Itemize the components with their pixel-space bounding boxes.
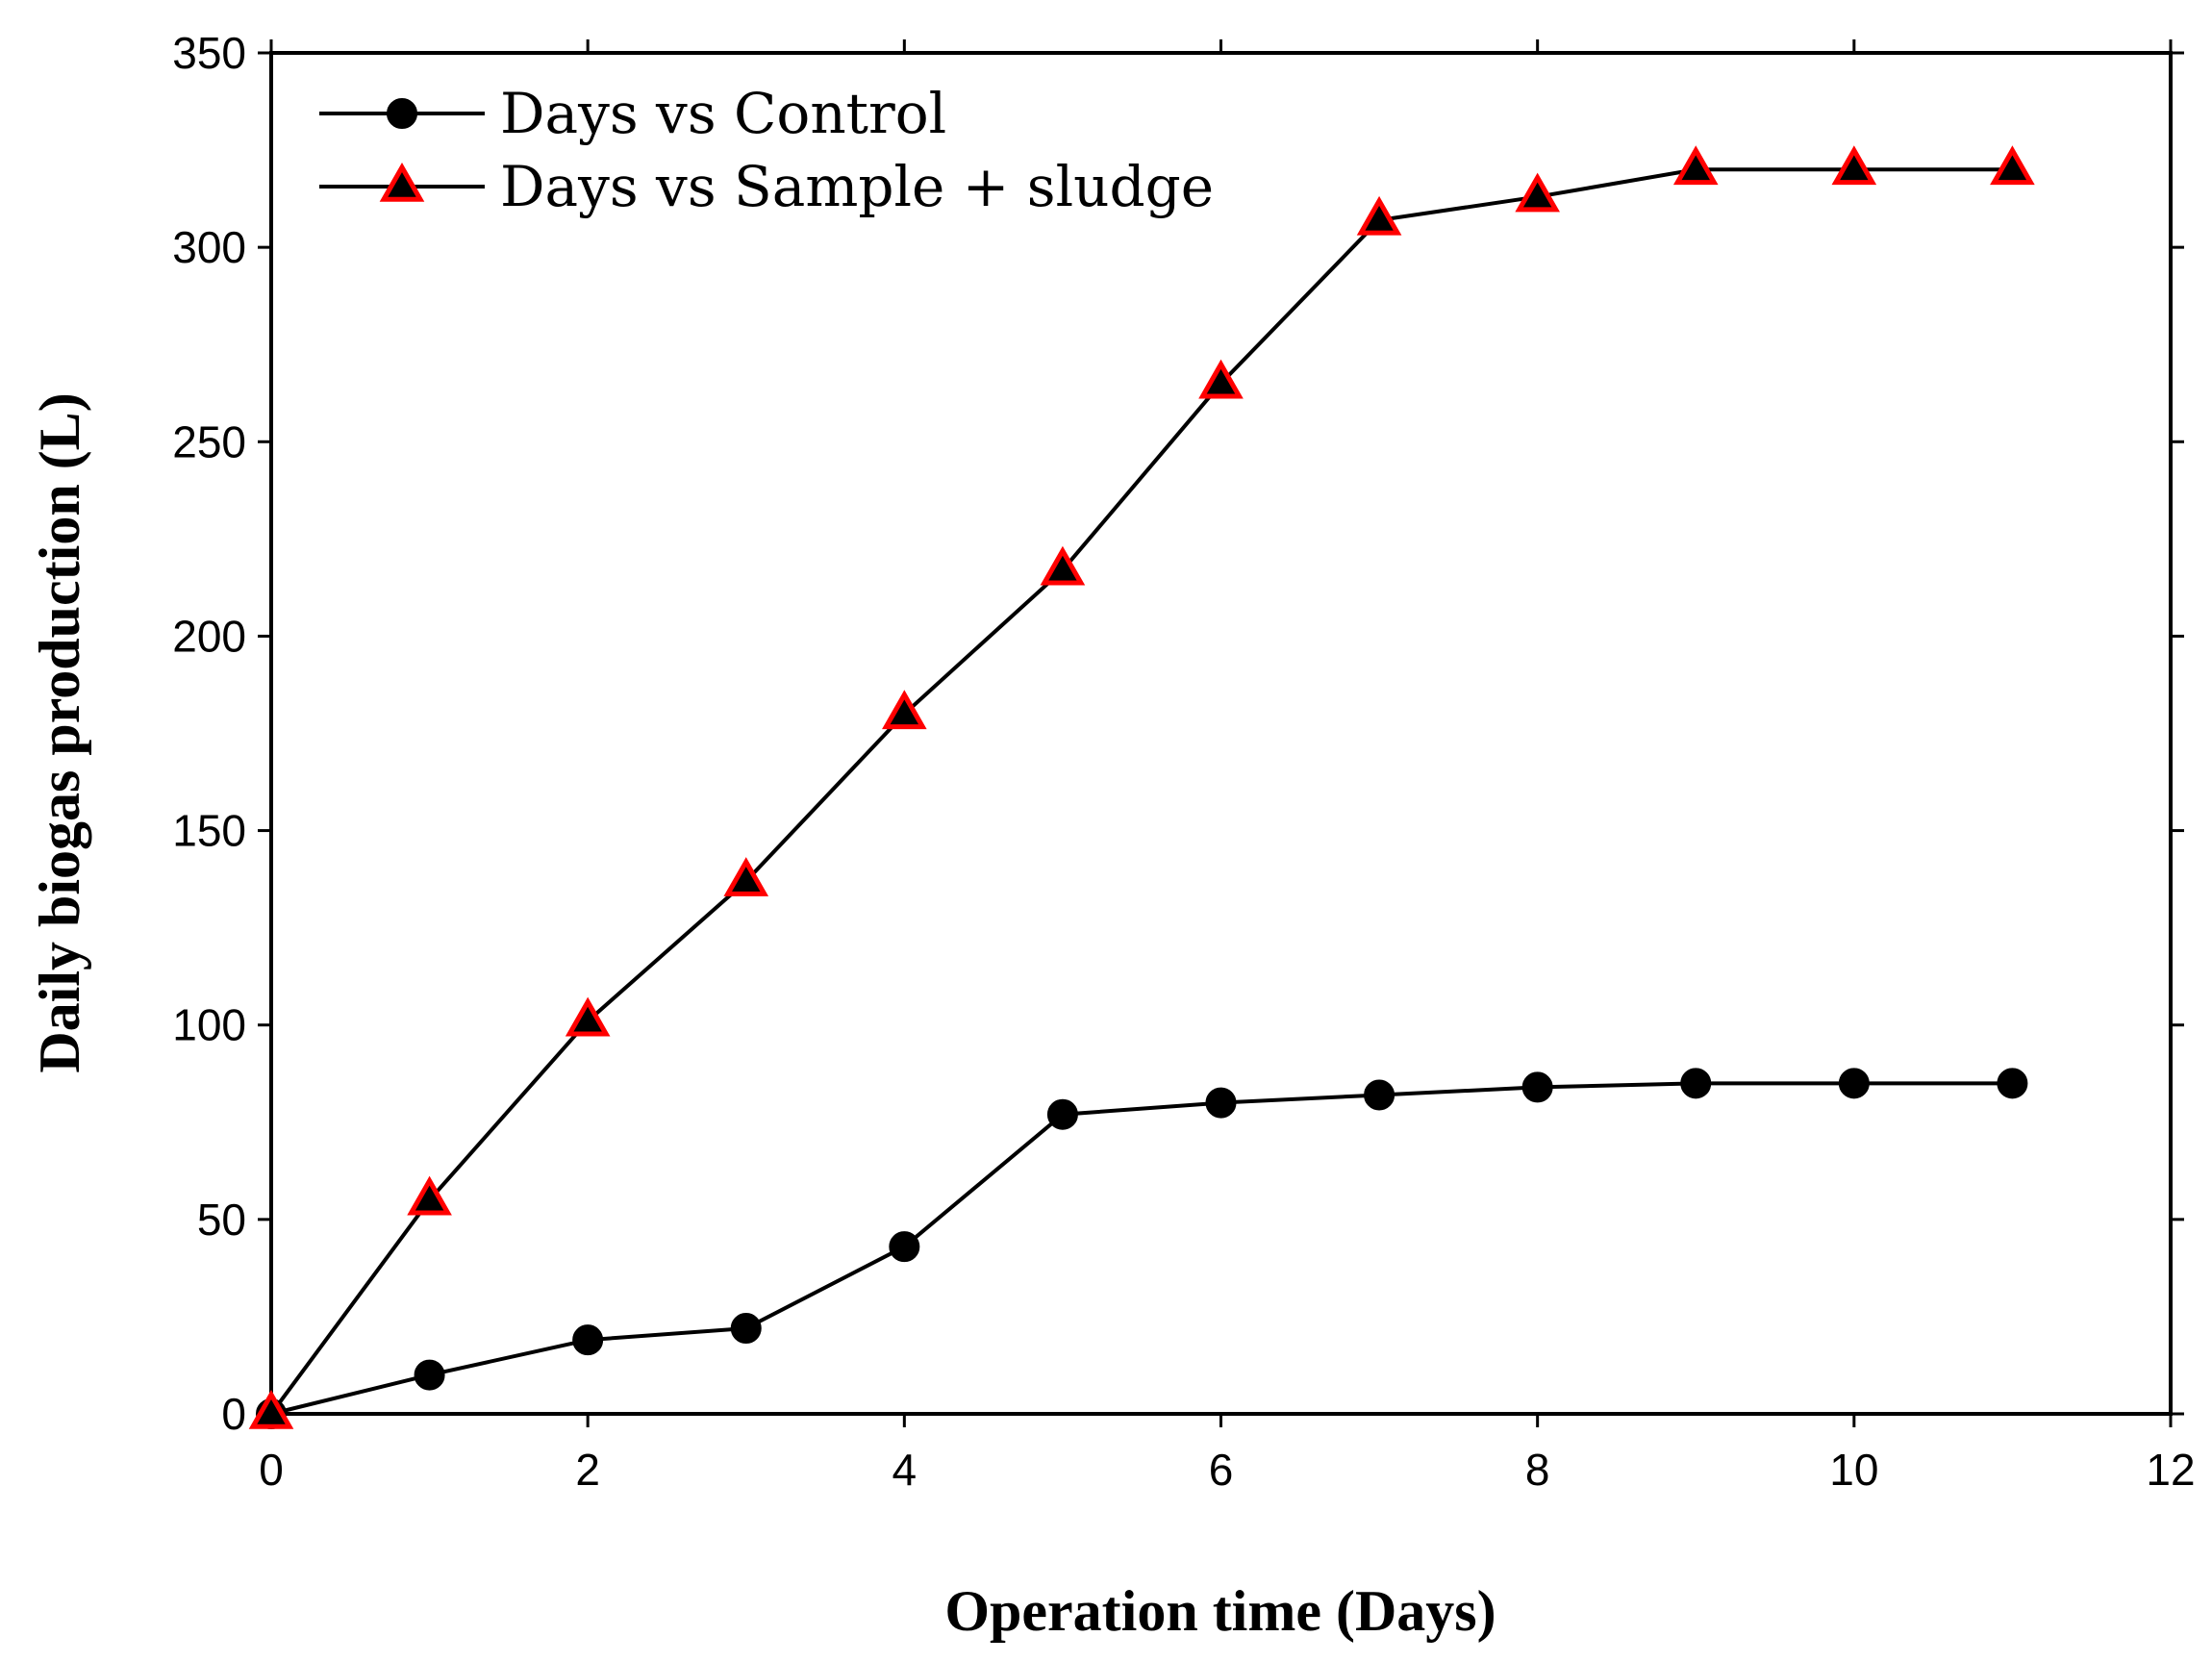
data-point bbox=[1672, 145, 1719, 186]
data-point bbox=[1997, 1068, 2028, 1099]
x-axis-ticks: 0 2 4 6 8 10 12 bbox=[259, 39, 2196, 1495]
data-point bbox=[1680, 1068, 1712, 1099]
x-tick-label: 12 bbox=[2146, 1445, 2195, 1495]
y-tick-label: 250 bbox=[172, 416, 246, 466]
x-tick-label: 2 bbox=[575, 1445, 600, 1495]
y-tick-label: 50 bbox=[197, 1195, 246, 1245]
data-point bbox=[407, 1175, 452, 1216]
series-1 bbox=[256, 1068, 2028, 1429]
data-point bbox=[889, 1231, 920, 1263]
y-tick-label: 200 bbox=[172, 611, 246, 661]
legend-label: Days vs Control bbox=[500, 81, 946, 146]
series-2 bbox=[248, 145, 2035, 1429]
data-point bbox=[1831, 145, 1877, 186]
series-line bbox=[269, 167, 2013, 1416]
y-tick-label: 100 bbox=[172, 1000, 246, 1050]
data-point bbox=[730, 1313, 762, 1345]
series-line bbox=[270, 1081, 2013, 1416]
x-tick-label: 4 bbox=[892, 1445, 917, 1495]
data-point bbox=[723, 857, 769, 896]
y-tick-label: 350 bbox=[172, 28, 246, 78]
y-tick-label: 0 bbox=[221, 1389, 246, 1439]
x-tick-label: 10 bbox=[1829, 1445, 1878, 1495]
y-tick-label: 300 bbox=[172, 222, 246, 272]
data-point bbox=[565, 996, 611, 1037]
data-point bbox=[1046, 1098, 1078, 1130]
data-point bbox=[1040, 545, 1086, 586]
legend-marker bbox=[387, 98, 417, 129]
data-point bbox=[1205, 1087, 1237, 1119]
data-point bbox=[1521, 1071, 1553, 1103]
data-point bbox=[572, 1324, 604, 1356]
legend-marker bbox=[379, 163, 425, 202]
data-point bbox=[1356, 195, 1402, 236]
data-point bbox=[1364, 1079, 1395, 1111]
data-point bbox=[882, 690, 927, 730]
data-point bbox=[248, 1390, 294, 1429]
legend-label: Days vs Sample + sludge bbox=[500, 154, 1214, 219]
y-axis-ticks: 0 50 100 150 200 250 300 350 bbox=[172, 28, 2184, 1439]
data-point bbox=[1990, 145, 2035, 186]
y-tick-label: 150 bbox=[172, 806, 246, 856]
data-point bbox=[1838, 1068, 1870, 1099]
plot-area bbox=[269, 51, 2173, 1416]
data-point bbox=[1198, 359, 1244, 399]
x-tick-label: 6 bbox=[1209, 1445, 1234, 1495]
legend-item: Days vs Sample + sludge bbox=[319, 154, 1214, 219]
y-axis-title: Daily biogas production (L) bbox=[28, 392, 91, 1072]
legend: Days vs Control Days vs Sample + sludge bbox=[319, 81, 1214, 219]
data-point bbox=[414, 1359, 445, 1391]
data-point bbox=[1515, 172, 1560, 213]
x-axis-title: Operation time (Days) bbox=[944, 1579, 1496, 1643]
series-layer bbox=[248, 145, 2035, 1429]
x-tick-label: 0 bbox=[259, 1445, 284, 1495]
legend-item: Days vs Control bbox=[319, 81, 946, 146]
x-tick-label: 8 bbox=[1525, 1445, 1550, 1495]
